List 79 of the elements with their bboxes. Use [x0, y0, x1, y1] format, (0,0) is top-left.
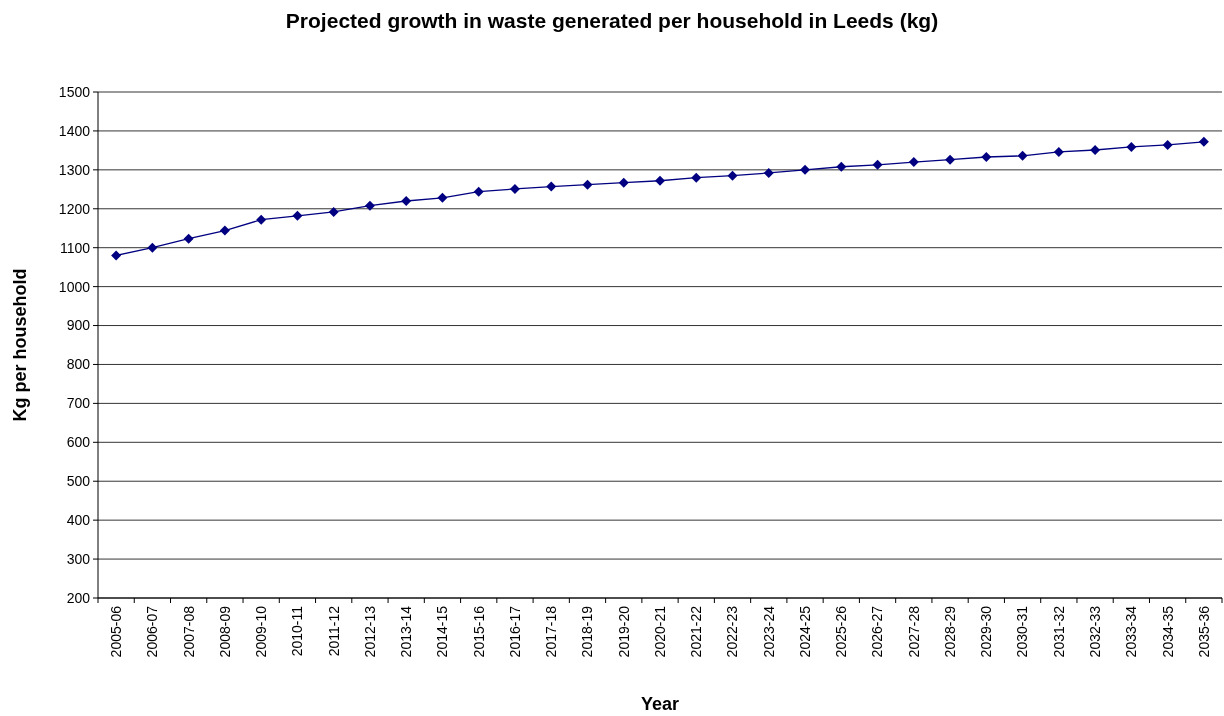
x-tick-label: 2022-23 — [724, 605, 741, 658]
x-tick-label: 2019-20 — [615, 605, 632, 658]
x-tick-label: 2029-30 — [978, 605, 995, 658]
point — [872, 159, 883, 170]
x-tick-label: 2013-14 — [398, 605, 415, 658]
x-tick-label: 2027-28 — [905, 605, 922, 658]
point — [328, 206, 339, 217]
chart-title: Projected growth in waste generated per household in Leeds (kg) — [285, 9, 939, 32]
x-tick-label: 2007-08 — [180, 605, 197, 658]
x-tick-label: 2005-06 — [108, 605, 125, 658]
point — [981, 152, 992, 162]
x-tick-label: 2034-35 — [1159, 605, 1176, 658]
y-tick-label: 1000 — [58, 278, 91, 295]
x-tick-label: 2030-31 — [1014, 605, 1031, 658]
x-tick-label: 2031-32 — [1050, 605, 1067, 658]
x-tick-label: 2018-19 — [579, 605, 596, 658]
point — [219, 225, 230, 236]
y-tick-label: 800 — [66, 356, 91, 373]
y-tick-label: 900 — [66, 317, 91, 334]
point — [655, 175, 665, 186]
point — [691, 172, 702, 183]
x-tick-label: 2033-34 — [1123, 605, 1140, 658]
y-tick-label: 1500 — [58, 83, 91, 100]
point — [509, 183, 520, 194]
point — [800, 164, 811, 175]
x-tick-label: 2009-10 — [253, 605, 270, 658]
point — [111, 250, 122, 261]
x-tick-label: 2008-09 — [216, 605, 233, 658]
point — [945, 154, 956, 165]
point — [763, 167, 774, 178]
y-tick-label: 600 — [66, 434, 91, 451]
y-tick-label: 1300 — [58, 161, 91, 178]
x-tick-label: 2014-15 — [434, 605, 451, 658]
x-tick-label: 2015-16 — [470, 605, 487, 658]
x-tick-label: 2024-25 — [796, 605, 813, 658]
x-tick-label: 2012-13 — [361, 605, 378, 658]
point — [1053, 146, 1064, 157]
y-tick-label: 200 — [66, 589, 91, 606]
point — [1017, 150, 1028, 161]
point — [1126, 141, 1137, 152]
point — [727, 170, 738, 181]
point — [908, 157, 919, 168]
y-tick-label: 700 — [66, 395, 91, 412]
x-tick-label: 2025-26 — [833, 605, 850, 658]
x-tick-label: 2020-21 — [651, 605, 668, 658]
x-tick-label: 2006-07 — [144, 605, 161, 658]
y-axis-title: Kg per household — [10, 268, 30, 422]
point — [401, 195, 412, 206]
x-axis-title: Year — [640, 694, 680, 714]
point — [836, 161, 847, 172]
point — [618, 177, 629, 188]
x-tick-label: 2017-18 — [543, 605, 560, 658]
y-tick-label: 1200 — [58, 200, 91, 217]
point — [183, 233, 194, 244]
point — [256, 214, 267, 225]
x-tick-label: 2011-12 — [325, 605, 342, 657]
point — [582, 179, 593, 190]
x-tick-label: 2023-24 — [760, 605, 777, 658]
y-tick-label: 300 — [66, 550, 91, 567]
y-tick-label: 1400 — [58, 122, 91, 139]
point — [546, 181, 557, 192]
x-tick-label: 2026-27 — [869, 605, 886, 658]
x-tick-label: 2035-36 — [1195, 605, 1212, 658]
point — [473, 186, 484, 197]
point — [1090, 145, 1101, 155]
point — [364, 200, 375, 211]
x-tick-label: 2032-33 — [1087, 605, 1103, 658]
point — [437, 192, 448, 203]
y-tick-label: 400 — [66, 512, 91, 529]
x-tick-label: 2021-22 — [688, 605, 705, 658]
x-tick-label: 2016-17 — [506, 605, 523, 658]
point — [1162, 139, 1173, 150]
point — [1198, 136, 1209, 147]
y-tick-label: 1100 — [59, 239, 91, 256]
x-tick-label: 2010-11 — [289, 605, 306, 657]
y-tick-label: 500 — [66, 473, 91, 490]
point — [147, 242, 158, 253]
x-tick-label: 2028-29 — [941, 605, 958, 658]
point — [292, 210, 303, 221]
